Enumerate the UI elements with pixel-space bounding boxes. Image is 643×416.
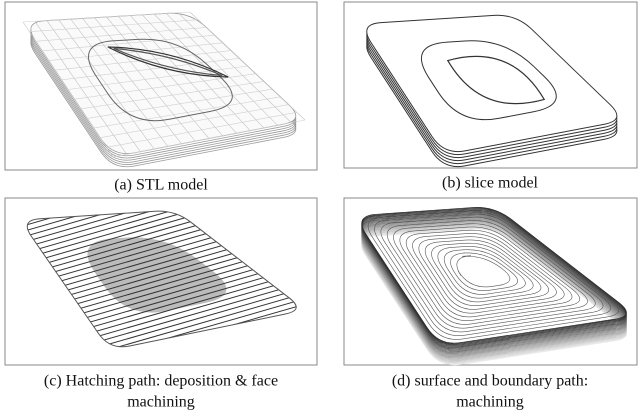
caption: (a) STL model bbox=[114, 177, 208, 194]
caption: (c) Hatching path: deposition & face bbox=[44, 373, 278, 390]
caption: (b) slice model bbox=[442, 175, 539, 192]
page: (a) STL model (b) slice model (c) Hatchi… bbox=[0, 0, 643, 416]
caption: machining bbox=[127, 394, 195, 411]
caption: machining bbox=[456, 394, 524, 411]
figure: (a) STL model (b) slice model (c) Hatchi… bbox=[0, 0, 643, 416]
caption: (d) surface and boundary path: bbox=[392, 373, 588, 390]
